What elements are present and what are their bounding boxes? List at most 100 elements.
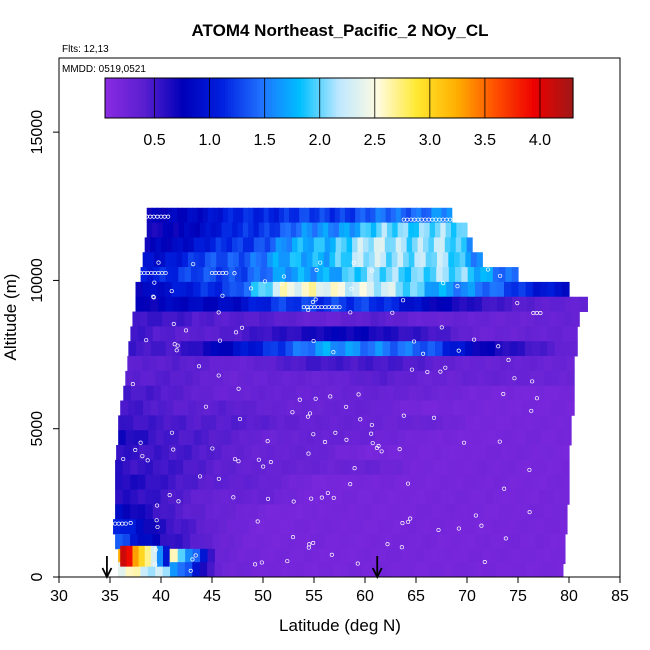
track-point bbox=[344, 404, 349, 409]
heatmap-cell bbox=[433, 237, 440, 253]
track-point bbox=[472, 337, 477, 342]
track-point bbox=[506, 357, 511, 363]
colorbar-swatch bbox=[450, 78, 454, 118]
track-point bbox=[436, 527, 441, 533]
heatmap-cell bbox=[410, 445, 419, 461]
colorbar-swatch bbox=[151, 78, 156, 118]
heatmap-cell bbox=[359, 430, 368, 446]
colorbar-tick-label: 0.5 bbox=[143, 132, 165, 149]
heatmap-cell bbox=[271, 296, 280, 312]
heatmap-cell bbox=[378, 548, 387, 565]
heatmap-cell bbox=[518, 562, 527, 578]
heatmap-cell bbox=[281, 459, 290, 476]
heatmap-cell bbox=[349, 474, 358, 490]
heatmap-cell bbox=[248, 222, 255, 238]
track-point bbox=[318, 260, 323, 265]
heatmap-cell bbox=[480, 415, 489, 431]
heatmap-cell bbox=[176, 445, 185, 461]
heatmap-cell bbox=[443, 326, 452, 342]
heatmap-cell bbox=[340, 534, 349, 550]
heatmap-cell bbox=[157, 356, 166, 372]
heatmap-cell bbox=[190, 385, 199, 401]
heatmap-cell bbox=[212, 326, 221, 342]
heatmap-cell bbox=[238, 430, 248, 446]
heatmap-cell bbox=[483, 400, 492, 416]
heatmap-cell bbox=[135, 341, 144, 357]
heatmap-cell bbox=[349, 459, 358, 476]
x-tick-label: 75 bbox=[509, 588, 527, 605]
heatmap-cell bbox=[417, 370, 426, 387]
heatmap-cell bbox=[495, 430, 504, 446]
heatmap-cell bbox=[453, 504, 463, 520]
heatmap-cell bbox=[285, 341, 294, 357]
heatmap-cell bbox=[251, 459, 260, 476]
heatmap-cell bbox=[523, 445, 532, 461]
colorbar-swatch bbox=[204, 78, 208, 118]
heatmap-cell bbox=[446, 370, 456, 387]
heatmap-cell bbox=[362, 534, 371, 550]
heatmap-cell bbox=[470, 252, 478, 268]
heatmap-cell bbox=[347, 519, 356, 535]
track-point bbox=[479, 523, 484, 528]
heatmap-cell bbox=[283, 356, 292, 372]
colorbar-swatch bbox=[356, 78, 361, 118]
heatmap-cell bbox=[401, 237, 408, 253]
track-point bbox=[397, 447, 402, 452]
heatmap-cell bbox=[218, 341, 227, 357]
heatmap-cell bbox=[310, 504, 320, 520]
heatmap-cell bbox=[360, 222, 367, 238]
heatmap-cell bbox=[559, 504, 568, 520]
heatmap-cell bbox=[333, 562, 342, 578]
heatmap-cell bbox=[200, 281, 209, 298]
colorbar-swatch bbox=[520, 78, 524, 118]
heatmap-cell bbox=[248, 400, 257, 416]
colorbar-swatch bbox=[385, 78, 390, 118]
heatmap-cell bbox=[352, 341, 361, 357]
heatmap-cell bbox=[460, 548, 469, 565]
heatmap-cell bbox=[399, 534, 409, 550]
heatmap-cell bbox=[334, 474, 343, 490]
heatmap-cell bbox=[316, 296, 325, 312]
track-point bbox=[473, 513, 478, 518]
heatmap-cell bbox=[559, 356, 568, 372]
heatmap-cell bbox=[328, 222, 335, 238]
heatmap-cell bbox=[511, 562, 520, 578]
heatmap-cell bbox=[289, 459, 298, 476]
heatmap-cell bbox=[270, 341, 279, 357]
colorbar-swatch bbox=[379, 78, 384, 118]
track-point bbox=[232, 457, 238, 462]
heatmap-cell bbox=[354, 400, 363, 416]
heatmap-cell bbox=[416, 504, 425, 520]
heatmap-cell bbox=[314, 430, 323, 446]
heatmap-cell bbox=[181, 519, 190, 535]
track-point bbox=[319, 495, 324, 500]
heatmap-cell bbox=[244, 445, 253, 461]
heatmap-cell bbox=[376, 296, 385, 312]
heatmap-cell bbox=[234, 519, 243, 535]
heatmap-cell bbox=[408, 385, 417, 401]
colorbar-swatch bbox=[169, 78, 173, 118]
heatmap-cell bbox=[259, 237, 266, 253]
heatmap-hotspot-cell bbox=[132, 545, 140, 567]
colorbar-swatch bbox=[125, 78, 129, 118]
heatmap-cell bbox=[139, 311, 148, 327]
heatmap-cell bbox=[429, 267, 437, 283]
heatmap-cell bbox=[553, 459, 563, 476]
heatmap-cell bbox=[186, 356, 195, 372]
heatmap-cell bbox=[440, 459, 449, 476]
heatmap-cell bbox=[175, 489, 184, 505]
track-point bbox=[196, 364, 202, 369]
heatmap-cell bbox=[489, 296, 498, 312]
track-point bbox=[237, 416, 243, 422]
heatmap-cell bbox=[344, 415, 353, 431]
heatmap-cell bbox=[199, 252, 206, 268]
heatmap-cell bbox=[150, 296, 159, 312]
heatmap-cell bbox=[155, 415, 165, 431]
heatmap-cell bbox=[442, 341, 451, 357]
colorbar-swatch bbox=[374, 78, 378, 118]
colorbar-swatch bbox=[382, 78, 387, 118]
heatmap-cell bbox=[431, 207, 438, 223]
heatmap-cell bbox=[205, 489, 215, 505]
heatmap-cell bbox=[153, 267, 161, 283]
heatmap-cell bbox=[363, 252, 370, 268]
